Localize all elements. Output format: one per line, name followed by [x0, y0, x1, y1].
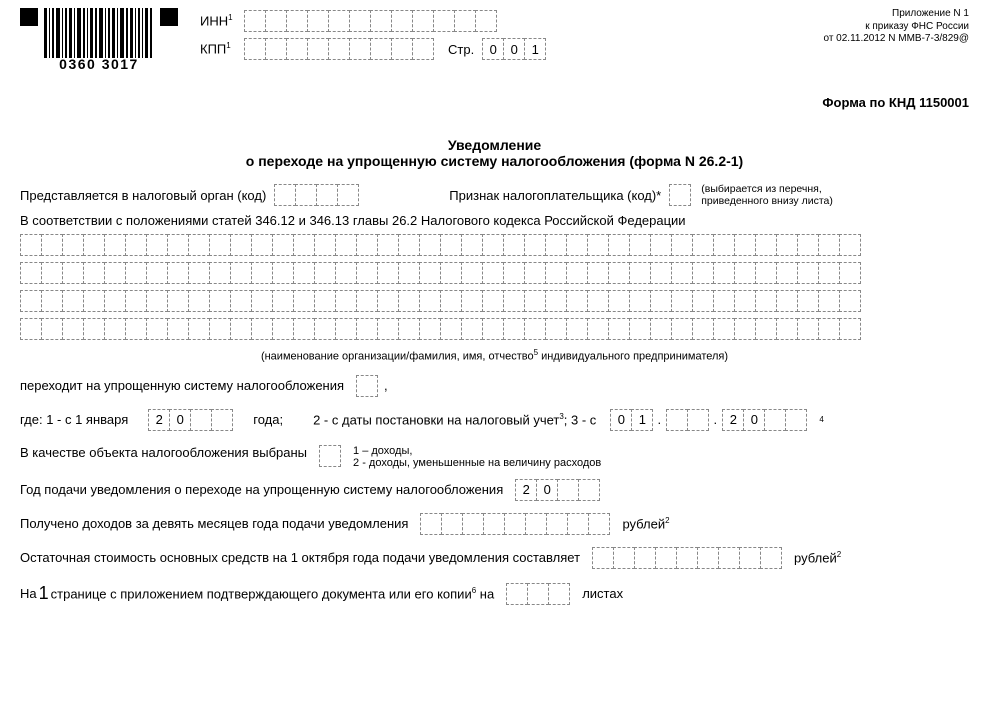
kpp-cells[interactable]: [244, 38, 434, 60]
residual-label: Остаточная стоимость основных средств на…: [20, 550, 580, 565]
accordance-text: В соответствии с положениями статей 346.…: [20, 213, 969, 228]
date-dot-2: .: [708, 409, 722, 431]
inn-cells[interactable]: [244, 10, 497, 32]
date-month-cells[interactable]: [666, 409, 709, 431]
na-pre: На: [20, 586, 37, 601]
attach-sheets-cells[interactable]: [506, 583, 570, 605]
submit-label: Представляется в налоговый орган (код): [20, 188, 266, 203]
page-label: Стр.: [448, 42, 474, 57]
transfer-code-cell[interactable]: [356, 375, 378, 397]
knd-code: Форма по КНД 1150001: [822, 95, 969, 110]
sup4: 4: [819, 415, 823, 424]
org-name-row-2[interactable]: [20, 262, 969, 284]
org-name-row-1[interactable]: [20, 234, 969, 256]
taxpayer-sign-label: Признак налогоплательщика (код)*: [449, 188, 661, 203]
barcode-number: 0360 3017: [59, 56, 139, 72]
marker-right: [160, 8, 178, 26]
year-submit-cells[interactable]: 20: [515, 479, 600, 501]
date-day-cells[interactable]: 01: [610, 409, 653, 431]
org-code-cells[interactable]: [274, 184, 359, 206]
rub-2: рублей2: [794, 550, 841, 565]
page-count: 1: [39, 583, 49, 604]
where-label: где: 1 - с 1 января: [20, 412, 128, 427]
transfer-label: переходит на упрощенную систему налогооб…: [20, 378, 344, 393]
date-year-cells[interactable]: 20: [722, 409, 807, 431]
page-cells: 001: [482, 38, 546, 60]
year-submit-label: Год подачи уведомления о переходе на упр…: [20, 482, 503, 497]
year-from-cells[interactable]: 20: [148, 409, 233, 431]
approval-note: Приложение N 1 к приказу ФНС России от 0…: [779, 8, 969, 46]
tax-object-label: В качестве объекта налогообложения выбра…: [20, 445, 307, 460]
inn-label: ИНН1: [200, 13, 244, 28]
na-post: странице с приложением подтверждающего д…: [51, 586, 495, 601]
residual-cells[interactable]: [592, 547, 782, 569]
income-cells[interactable]: [420, 513, 610, 535]
rub-1: рублей2: [622, 516, 669, 531]
date-dot-1: .: [652, 409, 666, 431]
sheets-word: листах: [582, 586, 623, 601]
taxpayer-sign-cell[interactable]: [669, 184, 691, 206]
org-name-row-4[interactable]: [20, 318, 969, 340]
tax-object-note: 1 – доходы, 2 - доходы, уменьшенные на в…: [353, 445, 601, 469]
year-word: года;: [253, 412, 283, 427]
org-name-row-3[interactable]: [20, 290, 969, 312]
kpp-label: КПП1: [200, 41, 244, 56]
comma: ,: [384, 378, 388, 393]
barcode: 0360 3017: [44, 8, 154, 72]
taxpayer-sign-note: (выбирается из перечня, приведенного вни…: [701, 183, 866, 207]
tax-object-cell[interactable]: [319, 445, 341, 467]
marker-left: [20, 8, 38, 26]
income-label: Получено доходов за девять месяцев года …: [20, 516, 408, 531]
opt2-label: 2 - с даты постановки на налоговый учет3…: [313, 412, 596, 427]
org-name-caption: (наименование организации/фамилия, имя, …: [20, 348, 969, 363]
form-title: Уведомление о переходе на упрощенную сис…: [20, 137, 969, 169]
